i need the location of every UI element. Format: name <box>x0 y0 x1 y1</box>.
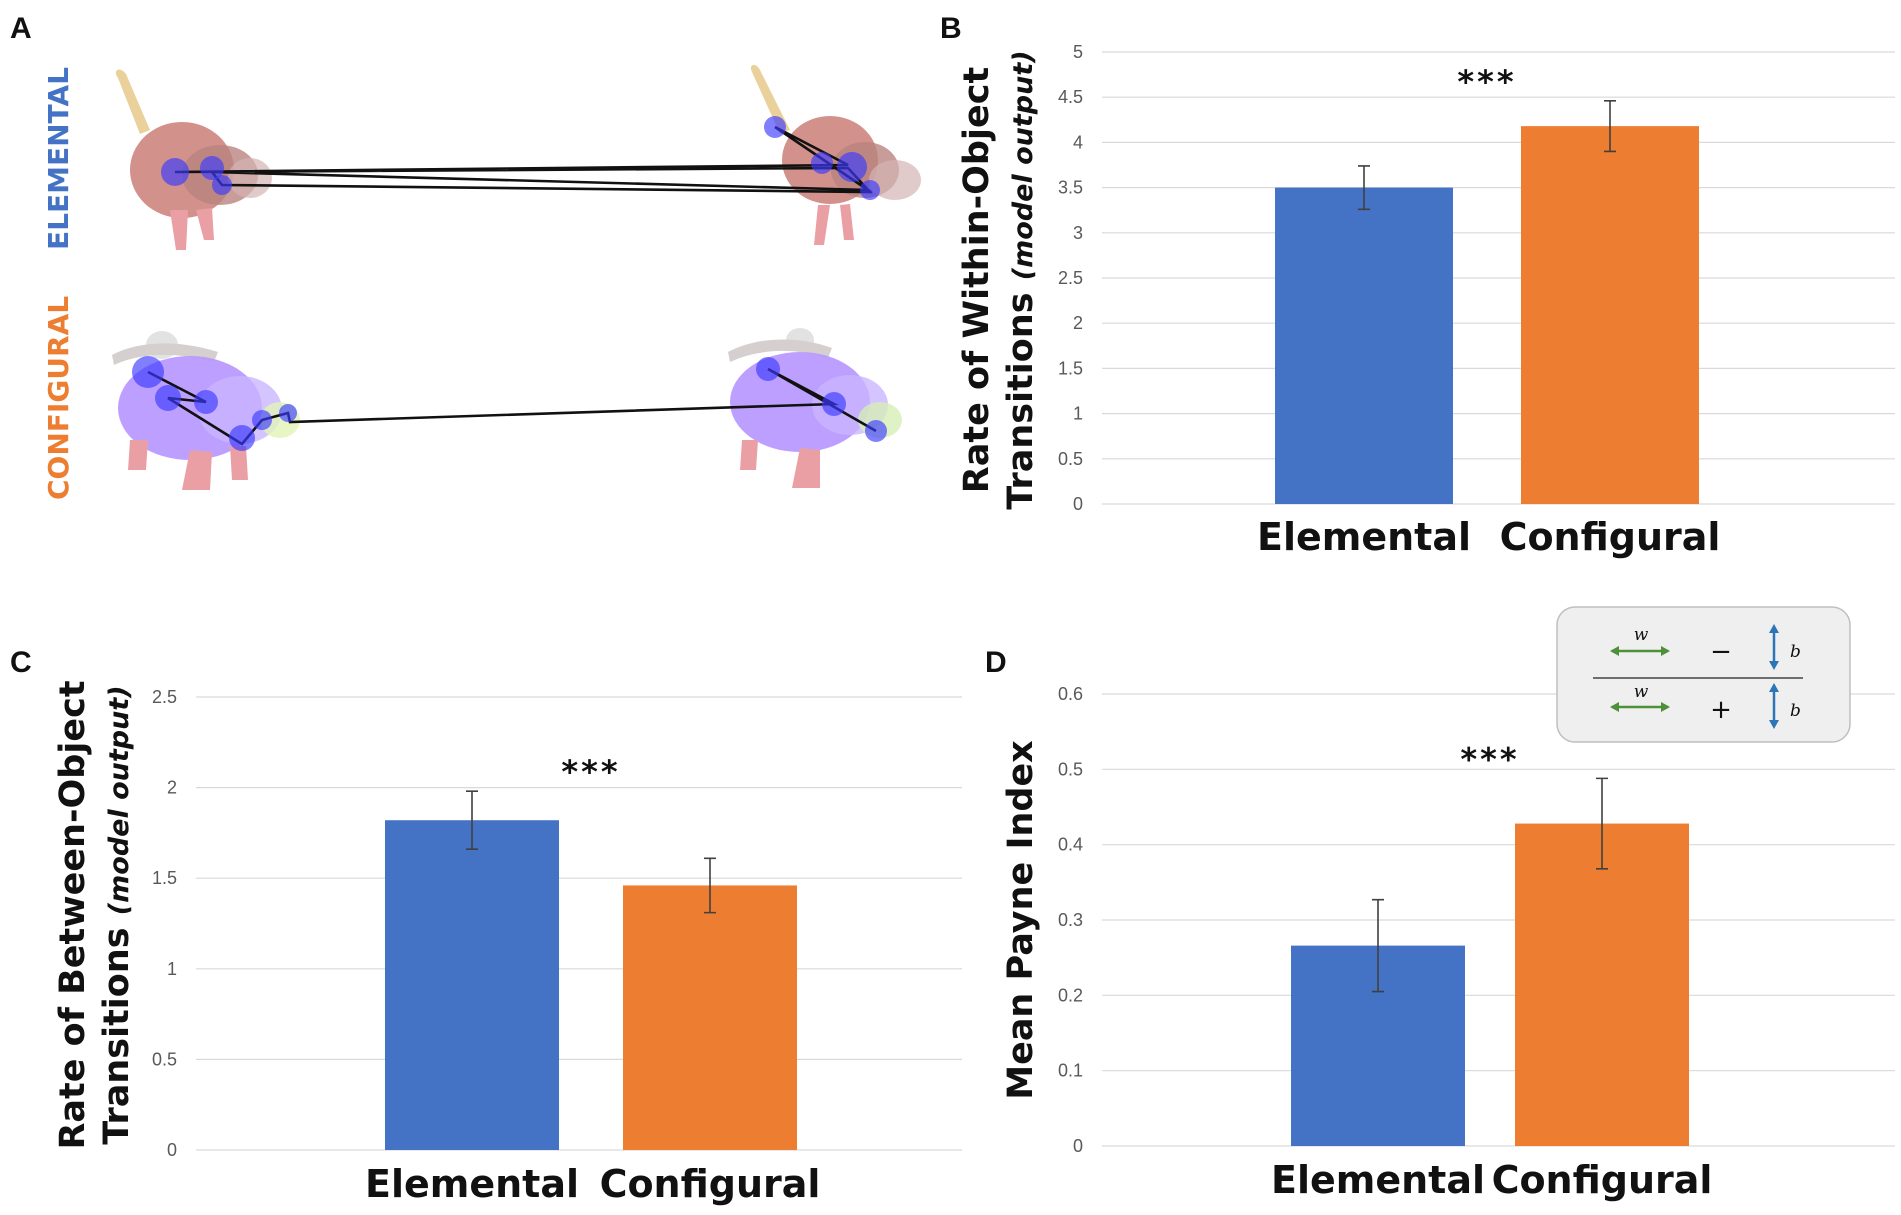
panel-d-ytick-label: 0.2 <box>1058 985 1083 1005</box>
panel-c-xtick-elemental: Elemental <box>365 1162 579 1206</box>
panel-b-gridlines <box>1102 51 1895 505</box>
panel-c-gridlines <box>196 696 962 1151</box>
panel-d-errorbar-elemental <box>1372 898 1384 993</box>
panel-d-significance: *** <box>1460 740 1519 778</box>
panel-c-xtick-configural: Configural <box>600 1162 821 1206</box>
panel-b-ytick-label: 1 <box>1073 404 1083 424</box>
elemental-fixations <box>161 116 880 200</box>
panel-d-xtick-configural: Configural <box>1492 1158 1713 1202</box>
panel-d-ytick-label: 0.3 <box>1058 910 1083 930</box>
panel-d-ytick-label: 0.6 <box>1058 684 1083 704</box>
panel-b-bar-configural <box>1521 126 1699 505</box>
elemental-object-right <box>750 64 921 245</box>
panel-d-ylabel: Mean Payne Index <box>1001 740 1041 1100</box>
panel-b-ytick-label: 4 <box>1073 132 1083 152</box>
panel-b-ytick-label: 0.5 <box>1058 449 1083 469</box>
configural-row-label: CONFIGURAL <box>42 296 75 500</box>
configural-fixations <box>132 356 887 451</box>
panel-c-bar-configural <box>623 885 797 1150</box>
panel-b-letter: B <box>940 12 962 45</box>
configural-scanpath <box>147 367 877 446</box>
panel-c-ytick-label: 1 <box>167 959 177 979</box>
panel-c-ytick-label: 2.5 <box>152 687 177 707</box>
panel-c-errorbar-elemental <box>466 790 478 851</box>
panel-d-letter: D <box>985 646 1007 679</box>
panel-b-errorbar-elemental <box>1358 165 1370 211</box>
panel-d-chart: D 0 0.1 0.2 0.3 0.4 0.5 0.6 Elemental Configur… <box>985 606 1895 1202</box>
panel-b-xtick-configural: Configural <box>1500 515 1721 559</box>
legend-b-label-top: b <box>1790 642 1801 662</box>
legend-b-arrow-top <box>1769 624 1779 670</box>
panel-c-category-labels: Elemental Configural <box>365 1162 820 1206</box>
panel-c-ylabel: Rate of Between-Object Transitions (mode… <box>53 680 137 1149</box>
legend-b-arrow-bottom <box>1769 683 1779 729</box>
panel-d-category-labels: Elemental Configural <box>1271 1158 1712 1202</box>
panel-d-xtick-elemental: Elemental <box>1271 1158 1485 1202</box>
panel-c-bars <box>385 820 797 1150</box>
panel-b-ylabel: Rate of Within-Object Transitions (model… <box>957 50 1041 509</box>
configural-object-right <box>728 328 902 488</box>
panel-c-ytick-label: 2 <box>167 778 177 798</box>
panel-b-ytick-label: 1.5 <box>1058 358 1083 378</box>
legend-b-label-bottom: b <box>1790 701 1801 721</box>
panel-c-ytick-label: 0 <box>167 1140 177 1160</box>
panel-b-ytick-label: 2.5 <box>1058 268 1083 288</box>
panel-b-category-labels: Elemental Configural <box>1257 515 1720 559</box>
panel-a-letter: A <box>10 12 32 45</box>
panel-c-letter: C <box>10 646 32 679</box>
panel-d-ytick-labels: 0 0.1 0.2 0.3 0.4 0.5 0.6 <box>1058 684 1083 1156</box>
panel-d-ylabel-line1: Mean Payne Index <box>1001 740 1041 1100</box>
panel-b-chart: B 0 0.5 1 1.5 2 2.5 3 3.5 4 4.5 5 Elemental Config… <box>940 12 1895 559</box>
panel-c-chart: C 00.511.522.5 Elemental Configural *** … <box>10 646 962 1206</box>
panel-c-error-bars <box>466 790 716 914</box>
legend-box <box>1556 606 1851 743</box>
panel-b-error-bars <box>1358 100 1616 211</box>
panel-c-ytick-label: 0.5 <box>152 1049 177 1069</box>
panel-b-bar-elemental <box>1275 187 1453 504</box>
panel-d-ytick-label: 0.4 <box>1058 835 1083 855</box>
panel-b-ytick-label: 5 <box>1073 42 1083 62</box>
legend-w-label-top: w <box>1634 625 1649 645</box>
legend-w-arrow-top <box>1610 646 1670 656</box>
panel-b-ytick-label: 3.5 <box>1058 178 1083 198</box>
panel-b-bars <box>1275 126 1699 505</box>
panel-b-ytick-labels: 0 0.5 1 1.5 2 2.5 3 3.5 4 4.5 5 <box>1058 42 1083 514</box>
panel-c-bar-elemental <box>385 820 559 1150</box>
panel-c-ylabel-line2: Transitions (model output) <box>97 685 137 1144</box>
panel-b-ytick-label: 2 <box>1073 313 1083 333</box>
elemental-scanpath <box>174 125 873 194</box>
panel-b-errorbar-configural <box>1604 100 1616 153</box>
panel-d-bars <box>1291 823 1689 1146</box>
payne-index-legend: w − b w + b <box>1556 606 1851 743</box>
elemental-object-left <box>115 69 272 250</box>
panel-b-significance: *** <box>1457 63 1516 101</box>
panel-d-error-bars <box>1372 777 1608 993</box>
panel-d-ytick-label: 0.1 <box>1058 1061 1083 1081</box>
panel-d-ytick-label: 0.5 <box>1058 759 1083 779</box>
panel-d-errorbar-configural <box>1596 777 1608 870</box>
panel-b-ytick-label: 4.5 <box>1058 87 1083 107</box>
panel-c-errorbar-configural <box>704 857 716 914</box>
elemental-row-label: ELEMENTAL <box>42 67 75 250</box>
panel-d-gridlines <box>1102 693 1895 1147</box>
panel-c-significance: *** <box>561 753 620 791</box>
panel-a: A ELEMENTAL CONFIGURAL <box>10 12 921 500</box>
panel-d-ytick-label: 0 <box>1073 1136 1083 1156</box>
panel-b-ytick-label: 0 <box>1073 494 1083 514</box>
panel-b-xtick-elemental: Elemental <box>1257 515 1471 559</box>
panel-b-ylabel-line2: Transitions (model output) <box>1001 50 1041 509</box>
panel-c-ytick-labels: 0 0.5 1 1.5 2 2.5 <box>152 687 177 1160</box>
panel-d-bar-configural <box>1515 823 1689 1146</box>
legend-minus: − <box>1710 637 1732 667</box>
panel-c-ytick-label: 1.5 <box>152 868 177 888</box>
legend-w-arrow-bottom <box>1610 702 1670 712</box>
panel-c-ylabel-line1: Rate of Between-Object <box>53 680 93 1149</box>
panel-b-ytick-label: 3 <box>1073 223 1083 243</box>
legend-plus: + <box>1710 695 1732 725</box>
legend-w-label-bottom: w <box>1634 682 1649 702</box>
panel-b-ylabel-line1: Rate of Within-Object <box>957 67 997 493</box>
